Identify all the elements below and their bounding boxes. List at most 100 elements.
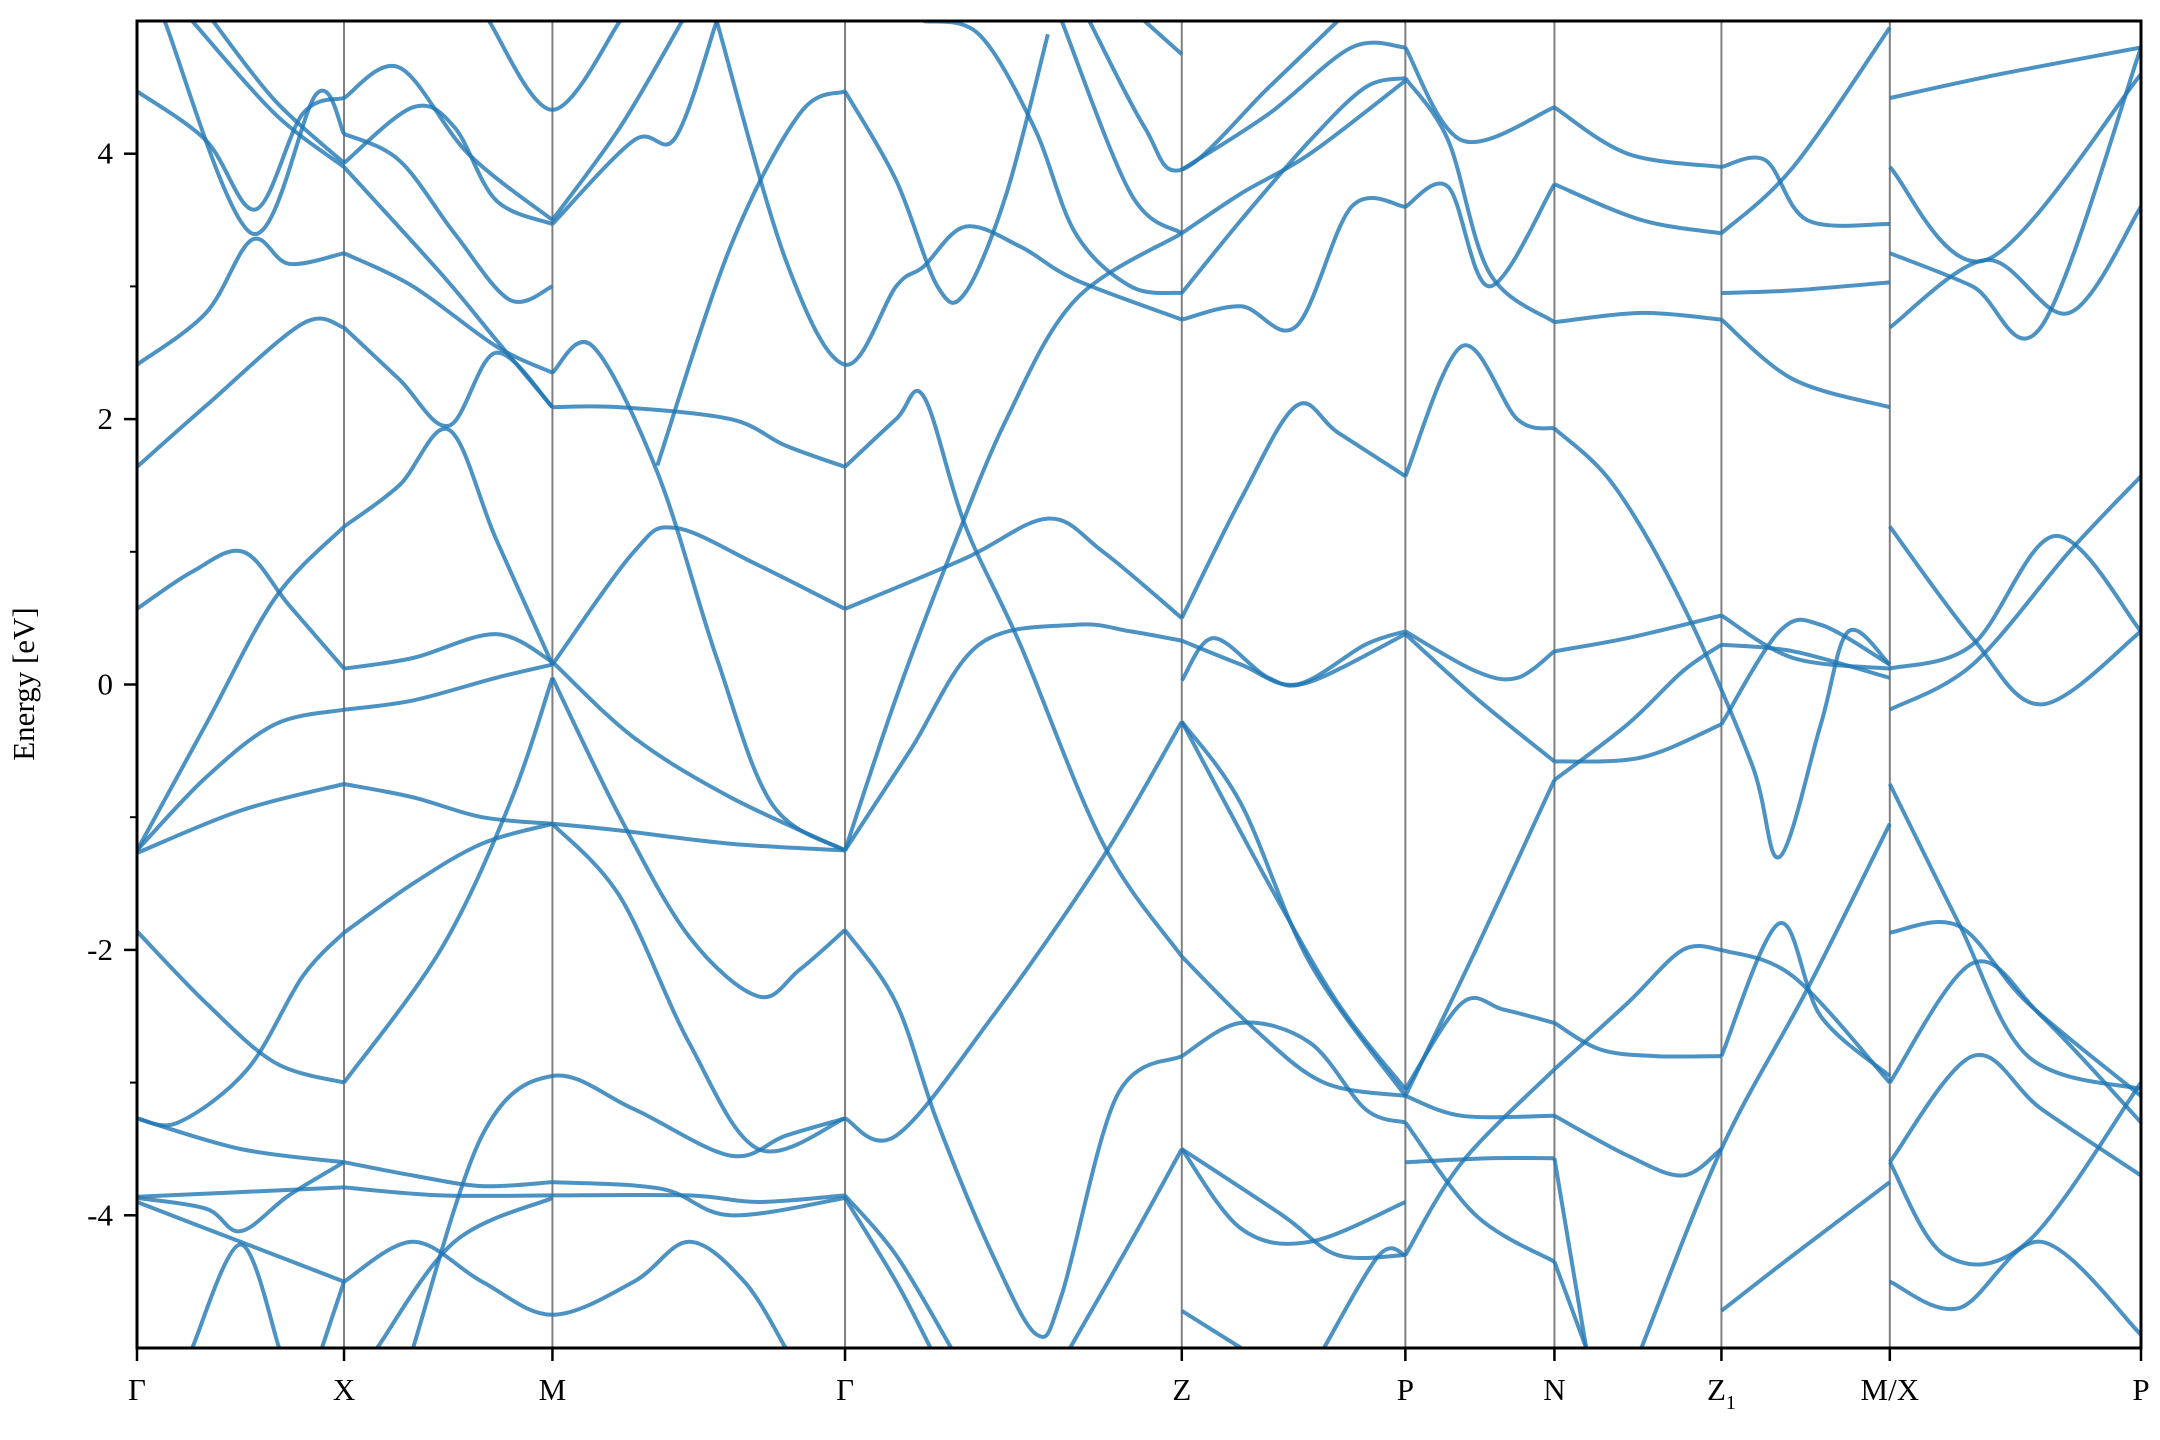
band-line <box>550 21 684 222</box>
band-line <box>211 21 346 165</box>
band-line <box>1888 72 2141 264</box>
band-line <box>342 63 554 222</box>
band-line <box>843 1196 933 1348</box>
band-line <box>1180 76 1406 295</box>
band-line <box>1888 1052 2141 1178</box>
plot-frame <box>135 19 2143 1350</box>
band-line <box>1180 401 1407 619</box>
band-line <box>1403 779 1557 1097</box>
band-line <box>1553 643 1723 782</box>
band-line <box>550 21 719 226</box>
band-line <box>1554 722 1723 764</box>
band-line <box>342 326 554 428</box>
band-line <box>552 1192 846 1204</box>
band-line <box>343 1160 553 1189</box>
band-line <box>552 404 846 469</box>
band-line <box>844 516 1184 620</box>
band-line <box>1059 21 1184 236</box>
band-line <box>550 340 847 853</box>
band-line <box>1405 1155 1555 1165</box>
band-line <box>162 21 346 236</box>
band-line <box>343 251 554 375</box>
band-line <box>1888 474 2141 712</box>
x-tick-label: N <box>1543 1372 1565 1407</box>
band-line <box>550 677 847 1000</box>
band-line <box>137 782 345 855</box>
y-tick-label: 4 <box>98 136 114 171</box>
band-line <box>1180 1147 1407 1246</box>
band-line <box>1888 1239 2141 1337</box>
band-line <box>1553 944 1722 1071</box>
band-lines <box>137 21 2141 1348</box>
band-line <box>843 231 1183 852</box>
band-line <box>1180 1147 1406 1261</box>
band-line <box>1554 310 1722 325</box>
band-line <box>342 103 554 226</box>
band-line <box>1721 280 1890 295</box>
band-line <box>1552 1261 1589 1348</box>
x-tick-label: Γ <box>836 1372 854 1407</box>
band-line <box>1553 426 1892 860</box>
band-line <box>137 707 345 852</box>
band-line <box>342 821 553 935</box>
band-line <box>1322 1246 1407 1348</box>
band-line <box>1720 1180 1892 1313</box>
x-tick-label: P <box>2132 1372 2149 1407</box>
x-tick-label: M <box>539 1372 567 1407</box>
band-line <box>1719 921 1892 1078</box>
band-line <box>137 1116 345 1165</box>
band-line <box>342 426 555 666</box>
y-axis: 4 2 0 -2 -4 <box>87 136 137 1232</box>
band-line <box>1404 629 1556 682</box>
band-line <box>1404 1094 1555 1120</box>
band-line <box>1553 105 1722 169</box>
band-line <box>190 21 346 169</box>
band-line <box>1143 21 1184 56</box>
band-line <box>1181 195 1406 333</box>
band-line <box>137 929 345 1085</box>
x-tick-label: Z1 <box>1707 1372 1736 1414</box>
band-line <box>843 720 1184 1143</box>
band-line <box>1180 720 1408 1098</box>
band-line <box>1403 1067 1556 1257</box>
band-line <box>1068 1148 1184 1348</box>
x-tick-label: Z <box>1172 1372 1191 1407</box>
y-tick-label: 0 <box>98 667 114 702</box>
band-line <box>550 822 846 1154</box>
band-line <box>1719 617 1891 726</box>
band-line <box>655 89 846 467</box>
band-line <box>342 677 555 1084</box>
band-line <box>1888 783 2141 1092</box>
band-line <box>843 1194 954 1348</box>
band-line <box>343 1185 553 1198</box>
band-line <box>1553 1114 1723 1178</box>
band-line <box>1888 959 2141 1124</box>
band-line <box>1720 26 1892 235</box>
band-line <box>1889 45 2141 100</box>
band-line <box>320 1280 346 1348</box>
band-line <box>1403 343 1555 477</box>
band-line <box>342 165 554 409</box>
x-tick-label: P <box>1397 1372 1414 1407</box>
band-line <box>1403 1121 1556 1264</box>
x-axis: Γ X M Γ Z P N Z1 M/X P <box>128 1348 2150 1414</box>
x-tick-label: M/X <box>1861 1372 1920 1407</box>
band-line <box>552 1180 846 1218</box>
band-line <box>1720 318 1891 410</box>
band-line <box>1403 46 1556 145</box>
band-line <box>843 622 1183 852</box>
band-line <box>487 21 622 112</box>
band-line <box>1403 76 1556 324</box>
band-line <box>843 388 1184 958</box>
band-line <box>1403 995 1555 1091</box>
band-line <box>137 548 346 670</box>
band-line <box>190 1242 282 1348</box>
band-line <box>1721 642 1891 680</box>
band-line <box>137 236 345 367</box>
band-line <box>1552 1157 1589 1348</box>
y-tick-label: 2 <box>98 401 114 436</box>
band-line <box>923 21 1183 296</box>
band-line <box>137 931 346 1128</box>
band-line <box>411 1073 846 1348</box>
